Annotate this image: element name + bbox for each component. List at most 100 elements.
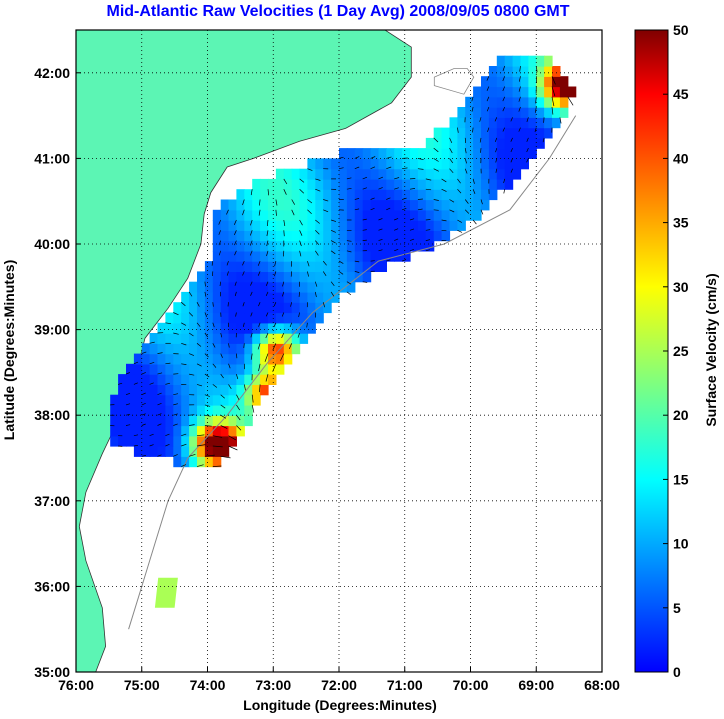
velocity-cell [426, 230, 435, 241]
velocity-cell [142, 364, 151, 375]
velocity-cell [236, 343, 245, 354]
velocity-cell [221, 364, 230, 375]
velocity-cell [229, 323, 238, 334]
velocity-cell [450, 138, 459, 149]
velocity-cell [473, 138, 482, 149]
velocity-cell [300, 261, 309, 272]
colorbar-tick-label: 10 [673, 536, 689, 552]
velocity-cell [536, 87, 545, 98]
velocity-cell [260, 230, 269, 241]
velocity-cell [394, 158, 403, 169]
velocity-cell [434, 230, 443, 241]
velocity-cell [142, 384, 151, 395]
x-tick-label: 68:00 [584, 677, 620, 693]
velocity-cell [363, 271, 372, 282]
velocity-cell [323, 189, 332, 200]
velocity-cell [158, 426, 167, 437]
velocity-cell [355, 251, 364, 262]
x-tick-label: 75:00 [124, 677, 160, 693]
velocity-cell [165, 343, 174, 354]
velocity-cell [260, 343, 269, 354]
velocity-vector [291, 271, 292, 276]
velocity-cell [544, 76, 553, 87]
velocity-cell [268, 251, 277, 262]
velocity-cell [505, 179, 514, 190]
velocity-cell [229, 271, 238, 282]
velocity-cell [536, 128, 545, 139]
velocity-cell [260, 200, 269, 211]
velocity-cell [268, 210, 277, 221]
velocity-cell [355, 158, 364, 169]
velocity-cell [205, 292, 214, 303]
velocity-cell [165, 436, 174, 447]
velocity-cell [379, 220, 388, 231]
velocity-cell [260, 364, 269, 375]
velocity-cell [536, 76, 545, 87]
velocity-cell [134, 354, 143, 365]
velocity-cell [457, 107, 466, 118]
velocity-cell [315, 271, 324, 282]
velocity-cell [410, 189, 419, 200]
velocity-cell [158, 354, 167, 365]
velocity-cell [379, 230, 388, 241]
velocity-cell [410, 148, 419, 159]
velocity-cell [307, 179, 316, 190]
velocity-cell [521, 56, 530, 67]
velocity-cell [292, 302, 301, 313]
velocity-cell [292, 189, 301, 200]
velocity-patch-hatteras [155, 578, 178, 608]
velocity-cell [315, 292, 324, 303]
velocity-cell [181, 292, 190, 303]
velocity-cell [402, 230, 411, 241]
y-tick-label: 35:00 [34, 664, 70, 680]
velocity-cell [347, 148, 356, 159]
velocity-cell [173, 323, 182, 334]
velocity-cell [205, 384, 214, 395]
velocity-cell [181, 384, 190, 395]
velocity-cell [173, 333, 182, 344]
velocity-cell [213, 302, 222, 313]
velocity-cell [315, 158, 324, 169]
velocity-cell [150, 374, 159, 385]
velocity-cell [189, 384, 198, 395]
velocity-cell [142, 415, 151, 426]
velocity-cell [426, 210, 435, 221]
velocity-cell [292, 292, 301, 303]
velocity-cell [110, 436, 119, 447]
velocity-cell [134, 415, 143, 426]
velocity-cell [386, 179, 395, 190]
velocity-cell [552, 66, 561, 77]
colorbar-tick-label: 15 [673, 471, 689, 487]
velocity-cell [473, 169, 482, 180]
velocity-cell [528, 138, 537, 149]
velocity-cell [300, 200, 309, 211]
velocity-cell [126, 384, 135, 395]
velocity-cell [355, 210, 364, 221]
velocity-cell [323, 158, 332, 169]
velocity-cell [410, 241, 419, 252]
velocity-cell [197, 354, 206, 365]
velocity-cell [300, 169, 309, 180]
velocity-cell [489, 179, 498, 190]
velocity-cell [363, 189, 372, 200]
x-tick-label: 71:00 [387, 677, 423, 693]
velocity-cell [426, 189, 435, 200]
velocity-cell [473, 210, 482, 221]
velocity-cell [284, 313, 293, 324]
velocity-cell [481, 148, 490, 159]
velocity-cell [236, 374, 245, 385]
velocity-cell [173, 446, 182, 457]
velocity-cell [181, 323, 190, 334]
velocity-cell [126, 374, 135, 385]
velocity-cell [213, 333, 222, 344]
velocity-cell [221, 446, 230, 457]
velocity-cell [426, 220, 435, 231]
velocity-cell [205, 364, 214, 375]
velocity-cell [236, 395, 245, 406]
velocity-cell [213, 323, 222, 334]
velocity-cell [402, 210, 411, 221]
velocity-cell [386, 251, 395, 262]
velocity-cell [410, 230, 419, 241]
velocity-vector [418, 199, 423, 200]
velocity-cell [221, 230, 230, 241]
